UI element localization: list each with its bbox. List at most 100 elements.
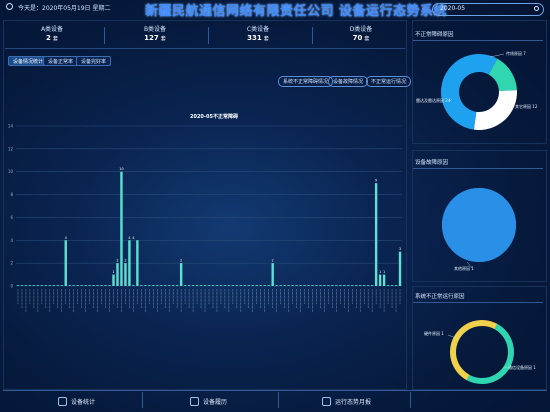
- bar: [299, 285, 302, 286]
- stat-value: 331: [247, 34, 262, 42]
- tab-equipment-integrity-rate[interactable]: 设备完好率: [76, 56, 112, 66]
- clock-icon: [6, 3, 13, 10]
- bar: [394, 285, 398, 286]
- bar: [152, 285, 155, 286]
- bar: [171, 285, 175, 286]
- pie-slice: [442, 188, 516, 262]
- bar: [390, 285, 394, 286]
- bar-value-label: 4: [65, 236, 68, 240]
- slice-label: 其它原因 12: [515, 103, 538, 109]
- monthly-report-nav[interactable]: 运行态势月报: [322, 394, 371, 408]
- slice-label: 传线原因 7: [506, 50, 526, 56]
- pie-slice: [450, 320, 498, 381]
- y-tick-label: 0: [10, 284, 13, 289]
- stat-b-class: B类设备 127 套: [105, 24, 205, 46]
- bar: [263, 285, 266, 286]
- bar: [247, 285, 250, 286]
- bar: [148, 285, 151, 286]
- bar: [24, 285, 28, 286]
- y-tick-label: 2: [10, 261, 13, 266]
- bar: [104, 285, 107, 286]
- footer-separator: [142, 392, 143, 408]
- leader-line: [489, 53, 505, 58]
- equipment-fault-button[interactable]: 设备故障情况: [328, 76, 369, 87]
- equipment-fault-pie-chart: 其他原因 1: [442, 188, 516, 271]
- right-panel-title: 系统不正常运行原因: [415, 294, 465, 300]
- bar: [100, 285, 103, 286]
- tab-equipment-normal-rate[interactable]: 设备正常率: [43, 56, 79, 66]
- right-panel-fault-causes: [412, 20, 547, 144]
- right-panel-title: 设备故障原因: [415, 160, 449, 166]
- bar: [363, 285, 366, 286]
- footer-label: 设备履历: [203, 398, 228, 406]
- month-search-input[interactable]: [432, 3, 544, 16]
- footer-bar: [3, 390, 547, 410]
- stat-value: 70: [352, 34, 363, 42]
- bar: [203, 285, 207, 286]
- bar: [164, 285, 167, 286]
- bar-value-label: 3: [399, 247, 401, 251]
- leader-line: [466, 261, 473, 269]
- stat-separator: [312, 27, 313, 44]
- bar: [116, 263, 119, 286]
- chart-icon: [58, 396, 67, 406]
- bar: [140, 285, 143, 286]
- bar: [108, 285, 111, 286]
- bar: [124, 263, 127, 286]
- equipment-history-nav[interactable]: 设备履历: [190, 394, 227, 408]
- bar: [259, 285, 262, 286]
- stat-label: B类设备: [143, 26, 167, 33]
- footer-label: 运行态势月报: [335, 398, 372, 406]
- bar: [374, 183, 378, 286]
- bar: [175, 285, 179, 286]
- y-tick-label: 12: [8, 146, 14, 151]
- bar: [279, 285, 282, 286]
- bar-value-label: 2: [272, 259, 274, 263]
- tab-equipment-statistics[interactable]: 设备情况统计: [8, 56, 49, 66]
- system-abnormal-fault-button[interactable]: 系统不正常障碍情况: [278, 76, 334, 87]
- leader-line: [503, 366, 508, 369]
- bar: [287, 285, 290, 286]
- bar: [183, 285, 187, 286]
- stat-unit: 套: [52, 36, 58, 42]
- bar: [343, 285, 346, 286]
- bar: [315, 285, 318, 286]
- abnormal-operation-button[interactable]: 不正常运行情况: [366, 76, 412, 87]
- bar: [132, 285, 135, 286]
- bar: [128, 240, 131, 286]
- bar: [235, 285, 239, 286]
- bar: [60, 285, 63, 286]
- bar: [283, 285, 286, 286]
- bar: [36, 285, 40, 286]
- bar: [40, 285, 44, 286]
- bar: [76, 285, 79, 286]
- search-icon[interactable]: [534, 6, 539, 11]
- y-tick-label: 14: [8, 124, 14, 129]
- bar: [88, 285, 91, 286]
- bar: [28, 285, 32, 286]
- bar: [168, 285, 171, 286]
- right-panel-divider: [413, 40, 543, 41]
- bar: [359, 285, 362, 286]
- stat-d-class: D类设备 70 套: [311, 24, 411, 46]
- bar: [223, 285, 227, 286]
- abnormal-operation-donut-chart: 硬件原因 1 通信设备原因 1: [424, 320, 536, 384]
- bar: [386, 285, 390, 286]
- bar: [215, 285, 219, 286]
- bar-value-label: 2: [116, 259, 118, 263]
- bar: [48, 285, 52, 286]
- equipment-statistics-nav[interactable]: 设备统计: [58, 394, 95, 408]
- bar: [219, 285, 223, 286]
- bar-value-label: 1: [112, 270, 114, 274]
- footer-label: 设备统计: [71, 398, 96, 406]
- bar: [120, 171, 123, 286]
- month-search-value[interactable]: 2020-05: [440, 5, 466, 12]
- right-panel-equipment-fault: [412, 150, 547, 282]
- bar-value-label: 4: [128, 236, 131, 240]
- stat-separator: [104, 27, 105, 44]
- y-tick-label: 6: [10, 215, 13, 220]
- bar: [243, 285, 247, 286]
- bar: [323, 285, 326, 286]
- bar: [160, 285, 163, 286]
